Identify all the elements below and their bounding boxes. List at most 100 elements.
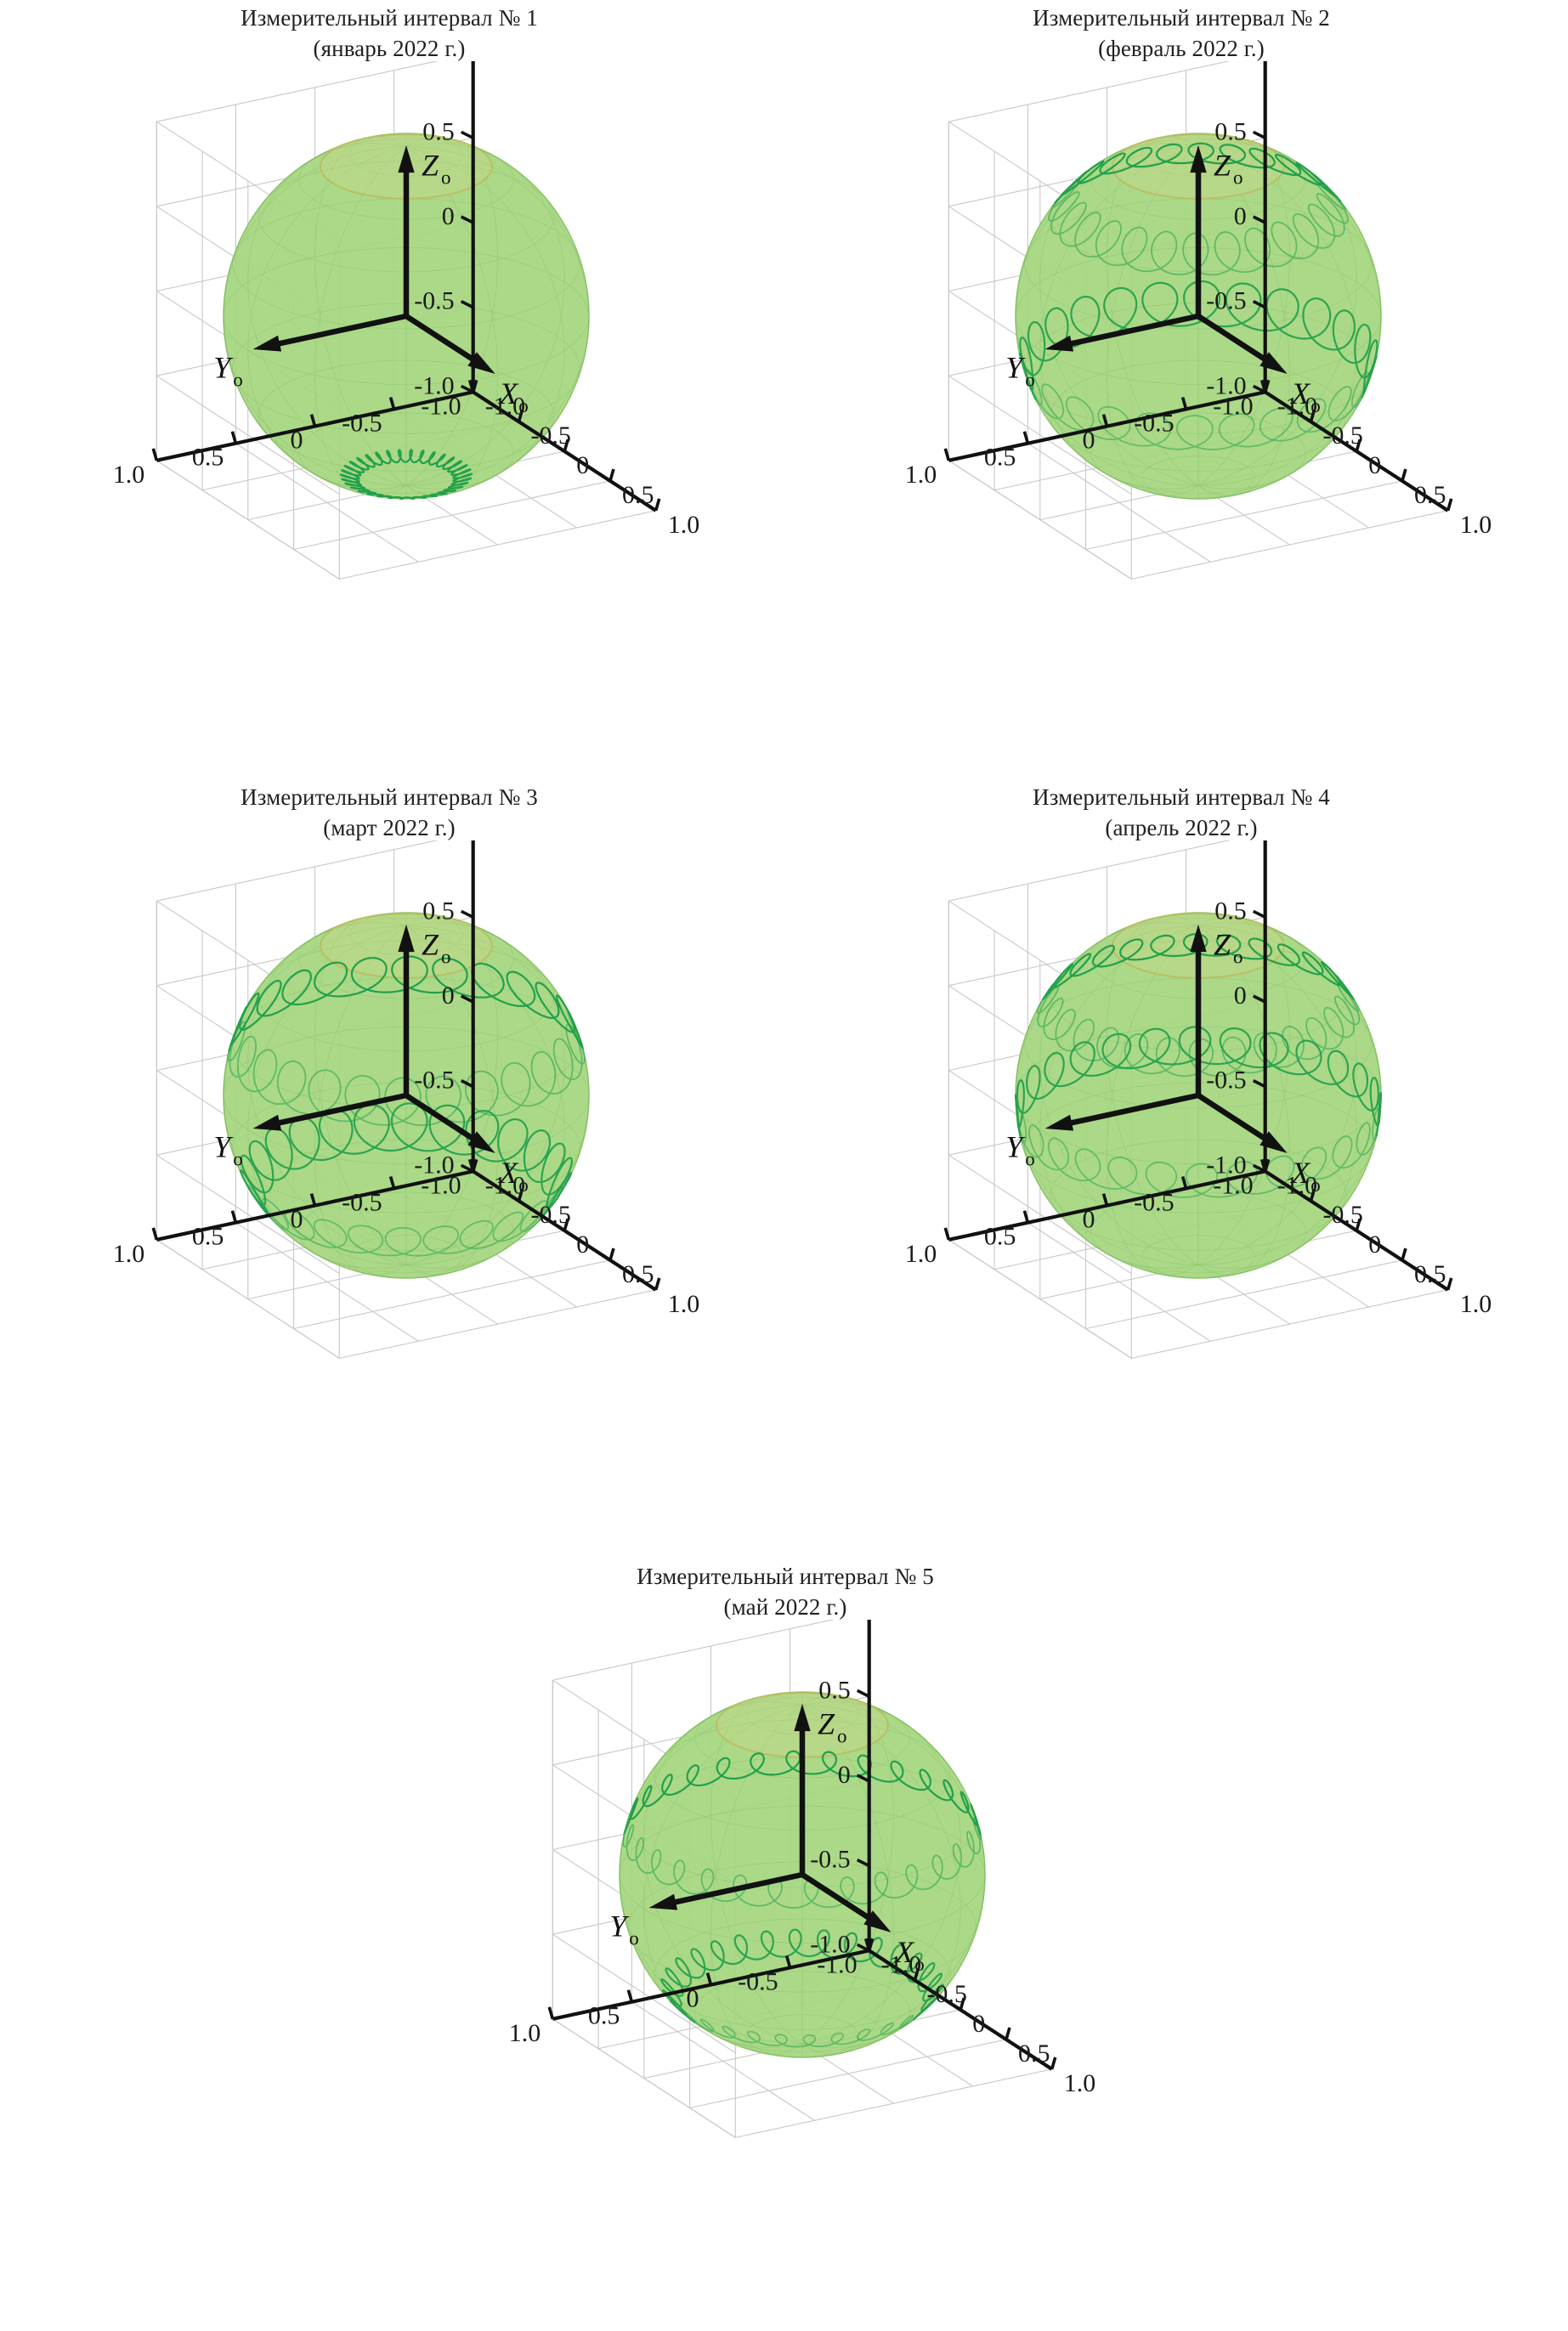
svg-text:Y: Y bbox=[213, 1130, 234, 1164]
panel-4: Измерительный интервал № 4 (апрель 2022 … bbox=[799, 783, 1564, 1552]
x-tick-label: -1.0 bbox=[881, 1950, 922, 1978]
y-tick-label: -1.0 bbox=[421, 392, 461, 420]
x-tick-label: 1.0 bbox=[1460, 511, 1492, 539]
axis-spines bbox=[547, 1620, 1057, 2071]
x-tick-label: 0.5 bbox=[1018, 2040, 1050, 2068]
z-tick-label: 0 bbox=[838, 1761, 851, 1789]
svg-text:o: o bbox=[518, 395, 529, 416]
svg-text:Z: Z bbox=[1214, 928, 1231, 962]
svg-text:X: X bbox=[1289, 1156, 1311, 1190]
svg-text:X: X bbox=[497, 1156, 519, 1190]
svg-text:Z: Z bbox=[422, 149, 439, 183]
svg-text:Y: Y bbox=[1005, 351, 1026, 385]
z-tick-label: -1.0 bbox=[414, 371, 455, 399]
x-tick-label: -0.5 bbox=[530, 422, 571, 450]
x-tick-label: 0 bbox=[1368, 451, 1381, 479]
panel-5-plot: ZoXoYo1.00.50-0.5-1.01.00.50-0.5-1.0-1.0… bbox=[403, 1620, 1168, 2325]
sphere-mesh bbox=[1015, 133, 1382, 499]
x-tick-label: 0.5 bbox=[1414, 1260, 1446, 1288]
coordinate-axes bbox=[1044, 144, 1288, 374]
panel-2-plot: ZoXoYo1.00.50-0.5-1.01.00.50-0.5-1.0-1.0… bbox=[799, 61, 1564, 767]
svg-text:o: o bbox=[1310, 395, 1321, 416]
panel-4-title: Измерительный интервал № 4 (апрель 2022 … bbox=[799, 783, 1564, 844]
z-tick-label: 0 bbox=[1234, 982, 1247, 1010]
trajectory-track bbox=[240, 1102, 573, 1257]
svg-text:o: o bbox=[914, 1954, 925, 1975]
svg-text:o: o bbox=[441, 167, 451, 189]
x-tick-label: 1.0 bbox=[1460, 1290, 1492, 1318]
panel-2-title: Измерительный интервал № 2 (февраль 2022… bbox=[799, 3, 1564, 65]
panel-3-plot: ZoXoYo1.00.50-0.5-1.01.00.50-0.5-1.0-1.0… bbox=[7, 840, 772, 1546]
x-tick-label: 0.5 bbox=[622, 1260, 654, 1288]
sphere-plot-svg: ZoXoYo1.00.50-0.5-1.01.00.50-0.5-1.0-1.0… bbox=[113, 840, 699, 1359]
x-tick-label: 0 bbox=[972, 2010, 985, 2038]
trajectory-track bbox=[622, 1750, 982, 1909]
y-axis-arrow bbox=[252, 1092, 407, 1131]
y-axis-arrow bbox=[252, 313, 407, 352]
svg-text:o: o bbox=[837, 1726, 847, 1747]
coordinate-axes bbox=[252, 144, 495, 374]
svg-text:o: o bbox=[1025, 1149, 1035, 1170]
sphere-plot-svg: ZoXoYo1.00.50-0.5-1.01.00.50-0.5-1.0-1.0… bbox=[509, 1620, 1095, 2138]
y-tick-label: 1.0 bbox=[905, 1240, 937, 1268]
svg-text:o: o bbox=[233, 1149, 243, 1170]
axis-spines bbox=[943, 840, 1453, 1292]
y-tick-label: 1.0 bbox=[113, 1240, 145, 1268]
z-tick-label: 0.5 bbox=[422, 897, 455, 925]
y-tick-label: -0.5 bbox=[738, 1967, 778, 1995]
x-tick-label: 1.0 bbox=[668, 511, 700, 539]
y-tick-label: 0 bbox=[687, 1985, 699, 2013]
svg-text:o: o bbox=[1310, 1174, 1321, 1196]
svg-text:o: o bbox=[1025, 370, 1035, 391]
svg-text:o: o bbox=[1233, 947, 1243, 968]
y-tick-label: -0.5 bbox=[342, 1188, 382, 1216]
y-tick-label: -0.5 bbox=[1134, 409, 1175, 437]
panel-4-title-line2: (апрель 2022 г.) bbox=[1105, 814, 1258, 840]
svg-text:o: o bbox=[518, 1174, 529, 1196]
panel-5: Измерительный интервал № 5 (май 2022 г.)… bbox=[403, 1562, 1168, 2331]
trajectory-track bbox=[1018, 280, 1378, 450]
y-tick-label: 0 bbox=[1083, 1206, 1095, 1234]
y-tick-label: 1.0 bbox=[905, 461, 937, 489]
x-tick-label: -0.5 bbox=[926, 1980, 967, 2008]
axis-spines bbox=[151, 840, 661, 1292]
z-tick-label: 0.5 bbox=[1214, 117, 1247, 145]
svg-text:X: X bbox=[1289, 376, 1311, 410]
y-tick-label: 0.5 bbox=[192, 444, 224, 472]
y-tick-label: -0.5 bbox=[342, 409, 382, 437]
y-tick-label: 1.0 bbox=[509, 2019, 541, 2047]
svg-text:Y: Y bbox=[1005, 1130, 1026, 1164]
z-tick-label: 0.5 bbox=[818, 1676, 851, 1704]
tick-labels: 1.00.50-0.5-1.01.00.50-0.5-1.0-1.0-0.500… bbox=[905, 897, 1492, 1318]
svg-text:o: o bbox=[441, 947, 451, 968]
sphere-plot-svg: ZoXoYo1.00.50-0.5-1.01.00.50-0.5-1.0-1.0… bbox=[113, 61, 700, 580]
x-tick-label: 0 bbox=[576, 1231, 589, 1259]
tick-labels: 1.00.50-0.5-1.01.00.50-0.5-1.0-1.0-0.500… bbox=[113, 117, 700, 539]
panel-1-title-line2: (январь 2022 г.) bbox=[313, 35, 466, 61]
y-tick-label: 0 bbox=[1083, 427, 1095, 455]
x-tick-label: 0.5 bbox=[622, 481, 654, 509]
z-tick-label: -1.0 bbox=[414, 1151, 455, 1179]
z-tick-label: -0.5 bbox=[810, 1846, 851, 1874]
y-axis-arrow bbox=[1044, 1092, 1199, 1131]
y-axis-arrow bbox=[1044, 313, 1199, 352]
z-axis-arrow bbox=[1190, 144, 1207, 316]
z-tick-label: 0 bbox=[442, 982, 455, 1010]
panel-2: Измерительный интервал № 2 (февраль 2022… bbox=[799, 3, 1564, 772]
tick-labels: 1.00.50-0.5-1.01.00.50-0.5-1.0-1.0-0.500… bbox=[905, 117, 1492, 539]
x-tick-label: -1.0 bbox=[485, 1171, 526, 1199]
svg-text:Z: Z bbox=[818, 1707, 835, 1741]
y-tick-label: 0.5 bbox=[984, 444, 1016, 472]
z-tick-label: -1.0 bbox=[1206, 1151, 1247, 1179]
tick-labels: 1.00.50-0.5-1.01.00.50-0.5-1.0-1.0-0.500… bbox=[509, 1676, 1095, 2097]
panel-4-title-line1: Измерительный интервал № 4 bbox=[1033, 784, 1330, 810]
x-tick-label: 0 bbox=[576, 451, 589, 479]
